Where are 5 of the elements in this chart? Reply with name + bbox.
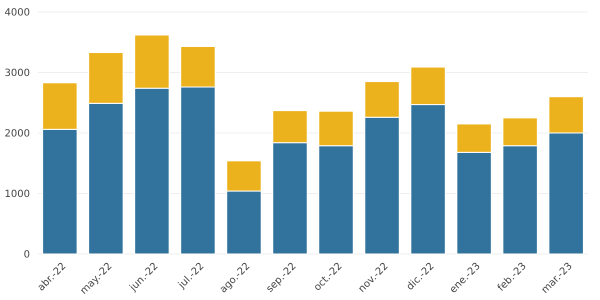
y-tick-label: 3000 — [4, 68, 30, 79]
y-tick-label: 1000 — [4, 189, 30, 200]
y-tick-label: 0 — [24, 250, 30, 260]
y-tick-label: 4000 — [4, 8, 30, 18]
y-tick-label: 2000 — [4, 128, 30, 140]
